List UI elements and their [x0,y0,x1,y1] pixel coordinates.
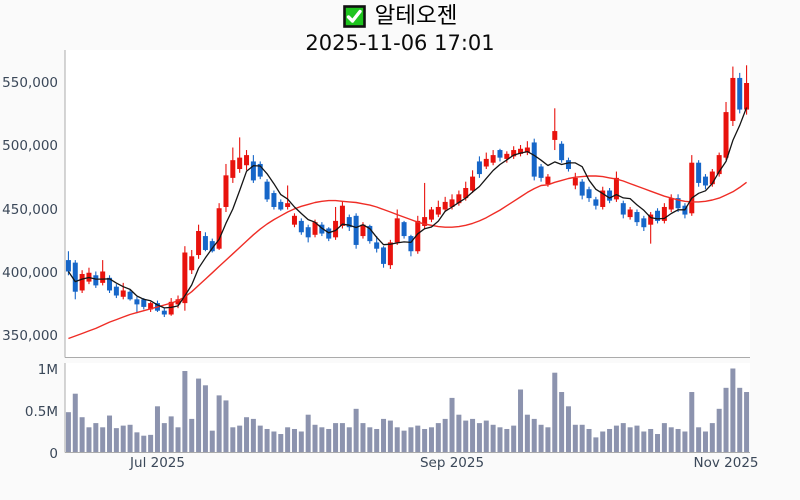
x-axis-tick: Nov 2025 [693,455,759,471]
price-axis-tick: 350,000 [2,328,58,344]
volume-axis-tick: 1M [37,361,58,378]
volume-axis-tick: 0.5M [24,403,58,420]
volume-axis-tick: 0 [49,445,58,462]
price-axis-tick: 500,000 [2,138,58,155]
x-axis-tick: Sep 2025 [419,455,485,471]
chart-datetime: 2025-11-06 17:01 [305,31,495,55]
price-axis-tick: 450,000 [2,201,58,218]
green-checkbox-icon [342,5,366,28]
chart-title: 알테오젠 [0,3,800,30]
price-axis-tick: 550,000 [2,75,58,91]
x-axis-tick: Jul 2025 [130,455,185,471]
price-axis-tick: 400,000 [2,264,58,281]
title-text: 알테오젠 [374,3,458,29]
